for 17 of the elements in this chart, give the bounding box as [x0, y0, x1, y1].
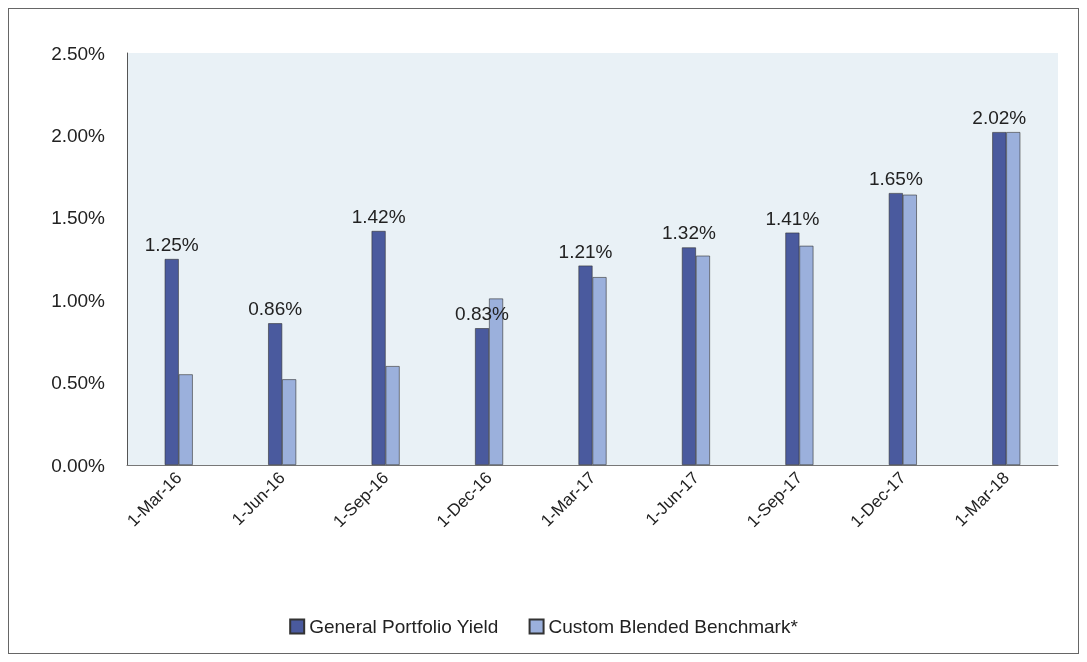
legend-label: Custom Blended Benchmark* — [548, 616, 799, 637]
data-label: 1.41% — [765, 207, 820, 229]
data-label: 0.86% — [248, 298, 303, 320]
data-label: 1.65% — [868, 168, 923, 190]
data-label: 1.32% — [662, 222, 716, 244]
y-tick-label: 0.50% — [51, 372, 106, 394]
legend-label: General Portfolio Yield — [309, 616, 499, 637]
data-label: 1.25% — [144, 234, 199, 255]
y-tick-label: 2.50% — [51, 42, 106, 64]
data-label: 1.21% — [558, 240, 613, 262]
y-tick-label: 1.50% — [51, 207, 106, 229]
y-tick-label: 0.00% — [51, 454, 106, 476]
y-tick-label: 1.00% — [51, 289, 106, 311]
data-label: 0.83% — [455, 303, 510, 325]
y-tick-label: 2.00% — [51, 124, 106, 146]
data-label: 2.02% — [972, 107, 1027, 129]
data-label: 1.42% — [351, 205, 406, 227]
